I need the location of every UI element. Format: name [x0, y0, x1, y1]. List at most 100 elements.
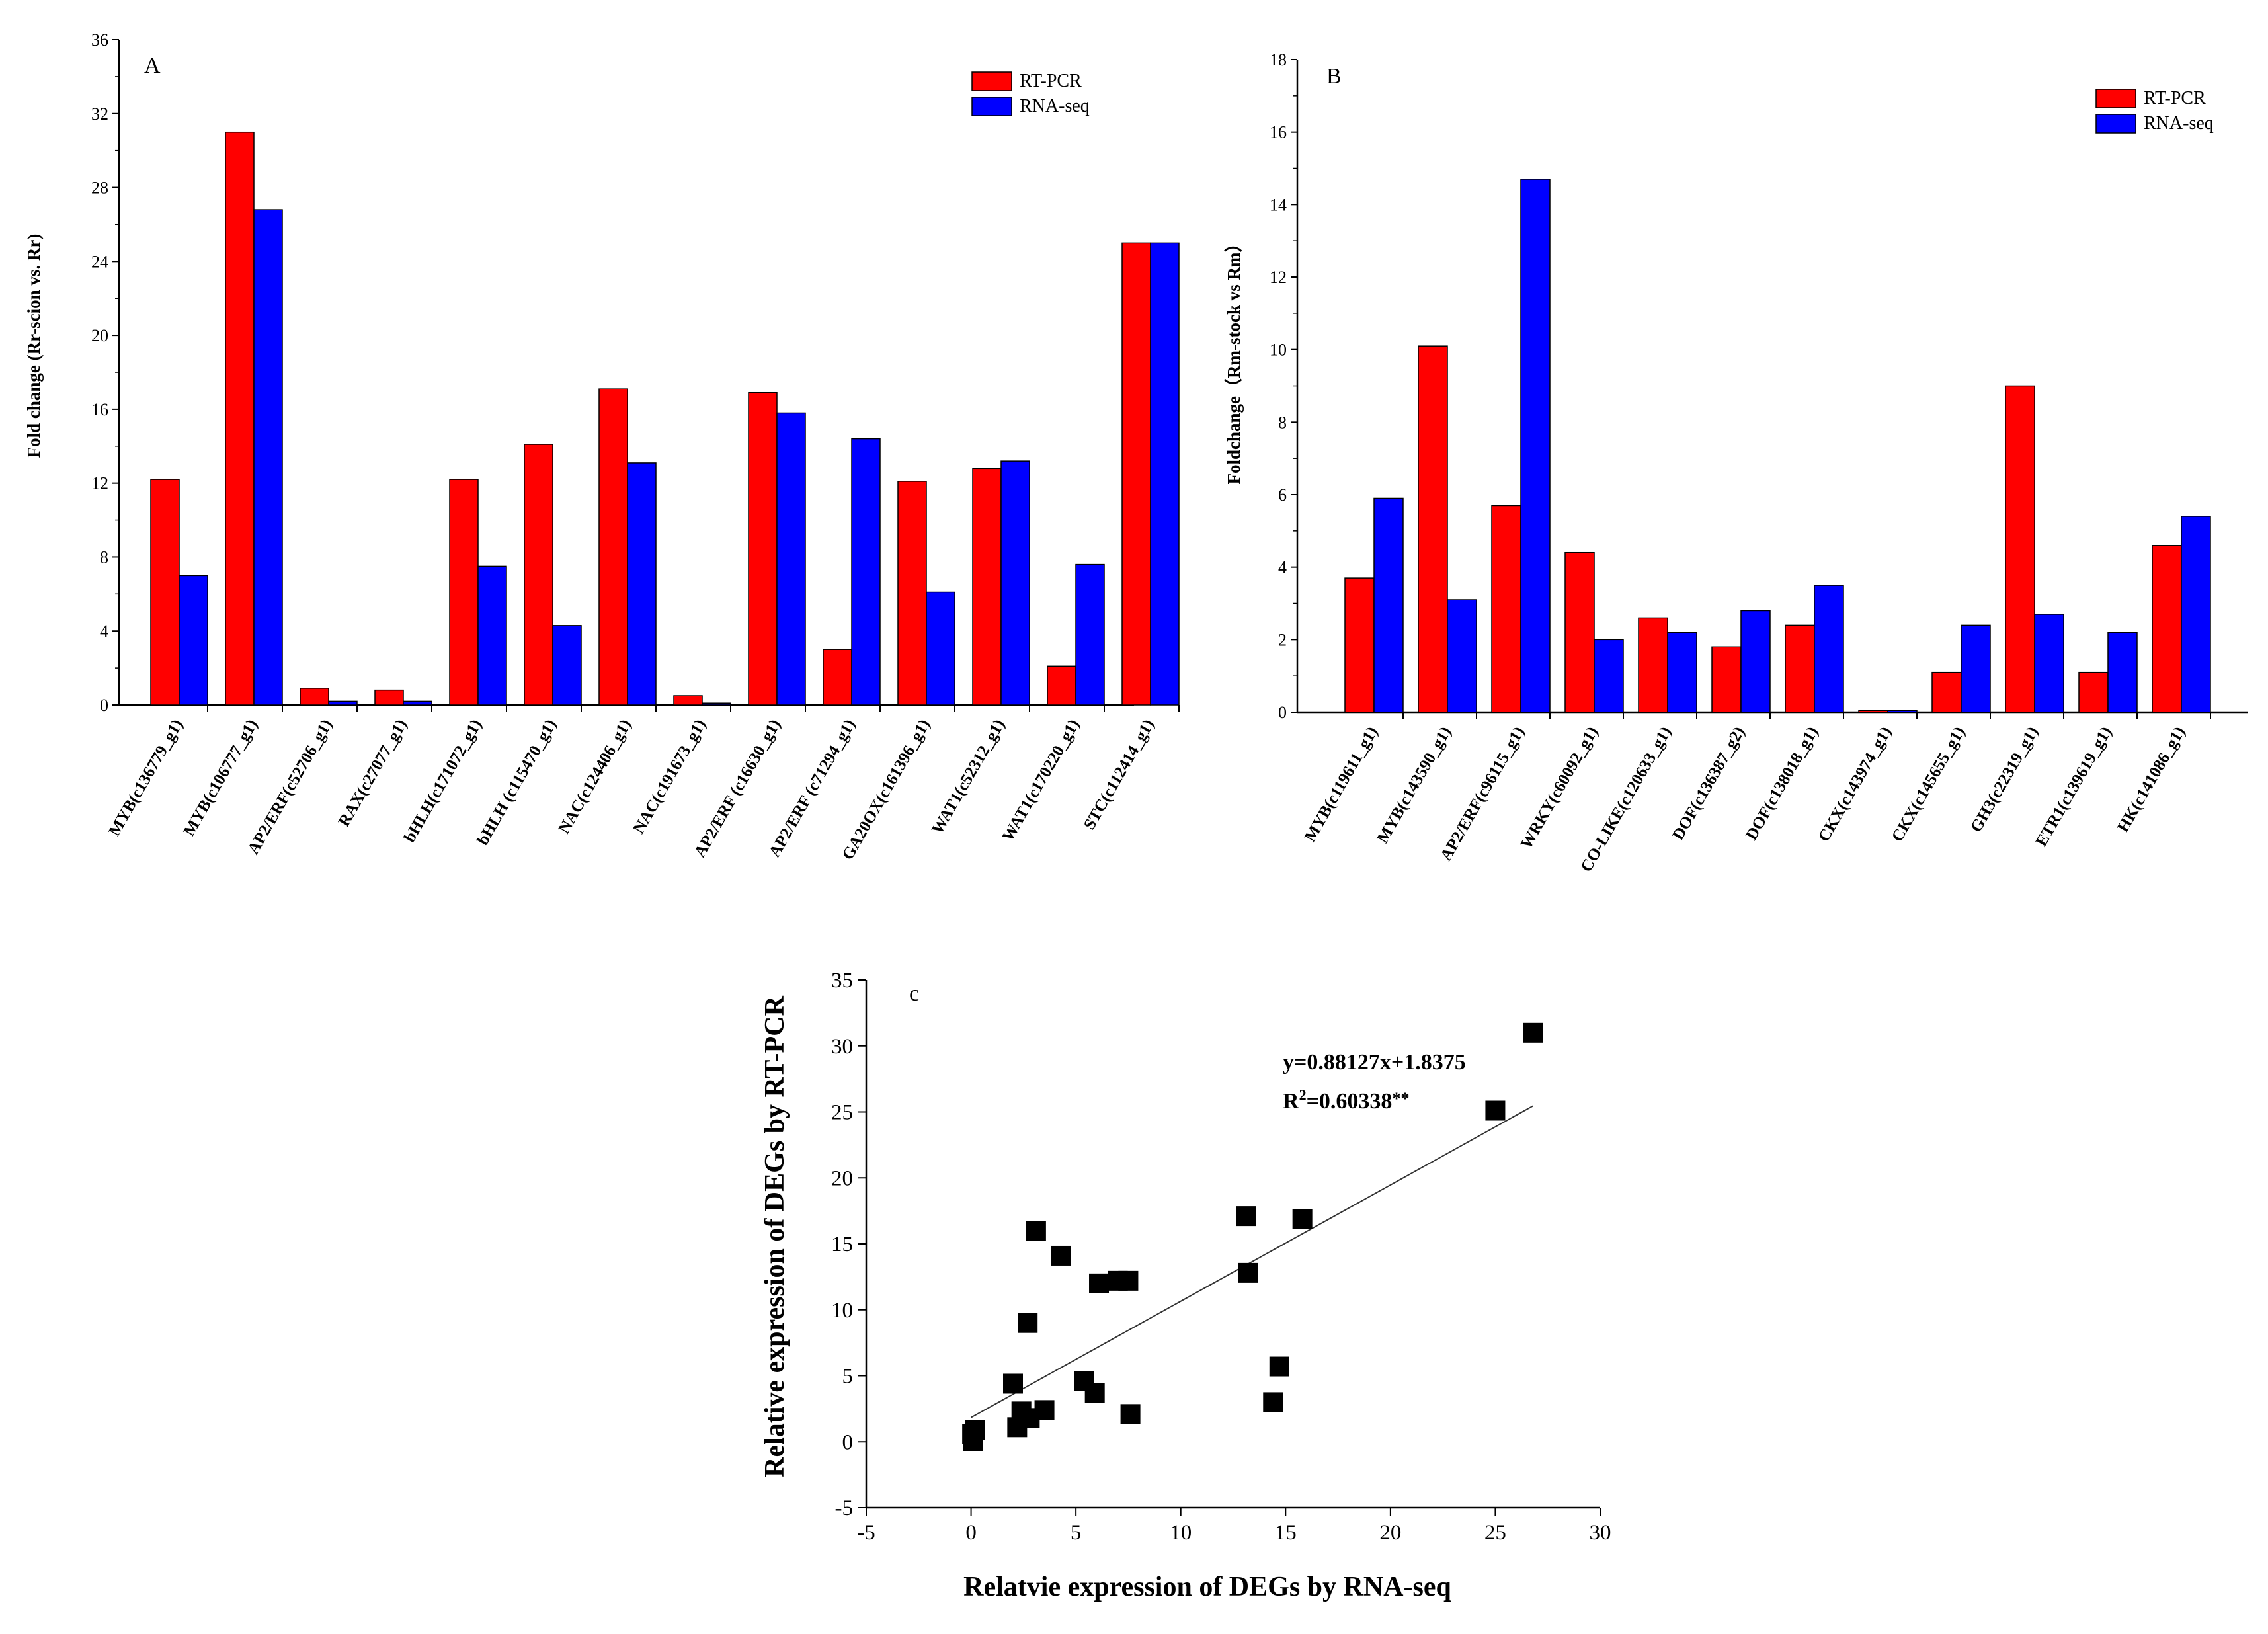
y-tick-label: 8 [100, 548, 108, 567]
bar-rna-seq [477, 565, 507, 706]
category-label: HK(c141086_g1) [2114, 724, 2189, 836]
data-point [1003, 1373, 1023, 1394]
y-tick-label: 28 [91, 179, 108, 198]
bar-rt-pcr [598, 388, 628, 706]
category-label: bHLH (c115470_g1) [474, 717, 561, 848]
category-label: MYB(c119611_g1) [1301, 724, 1381, 845]
y-tick-label: 18 [1270, 50, 1287, 69]
y-tick-label: 24 [91, 252, 108, 271]
category-label: GH3(c22319_g1) [1967, 724, 2042, 836]
x-tick-label: 10 [1170, 1521, 1192, 1545]
y-tick-label: 14 [1270, 195, 1287, 214]
y-tick-label: 10 [1270, 341, 1287, 360]
y-tick-label: 12 [1270, 268, 1287, 287]
bar-rt-pcr [1858, 710, 1888, 713]
bar-rna-seq [1373, 497, 1404, 713]
y-tick-label: 10 [831, 1299, 853, 1323]
bar-rt-pcr [449, 479, 479, 706]
bar-rna-seq [1740, 610, 1771, 713]
x-tick-label: 20 [1379, 1521, 1401, 1545]
data-point [1026, 1221, 1046, 1241]
legend-swatch-rt-pcr [971, 71, 1012, 91]
data-point [1263, 1392, 1283, 1412]
y-tick-label: 8 [1278, 413, 1287, 432]
bar-rna-seq [1961, 624, 1991, 713]
bar-rt-pcr [300, 688, 329, 706]
bar-rna-seq [702, 702, 731, 706]
bar-rna-seq [851, 438, 881, 706]
y-tick-label: 15 [831, 1233, 853, 1256]
y-tick-label: 35 [831, 969, 853, 993]
regression-equation: y=0.88127x+1.8375 [1283, 1050, 1466, 1075]
y-tick-label: 0 [842, 1430, 854, 1454]
y-tick-label: 20 [91, 326, 108, 345]
bar-rt-pcr [150, 479, 180, 706]
bar-rna-seq [552, 625, 582, 706]
bar-rna-seq [627, 462, 657, 706]
r-squared-sup: 2 [1299, 1086, 1307, 1103]
y-tick-label: 25 [831, 1101, 853, 1125]
x-tick-label: 30 [1590, 1521, 1611, 1545]
category-label: bHLH(c171072_g1) [401, 717, 485, 846]
bar-rna-seq [403, 700, 432, 706]
legend-swatch-rna-seq [971, 97, 1012, 116]
data-point [1007, 1417, 1028, 1438]
chart-c: -5 0 5 10 15 20 25 30 35 -5 0 5 10 15 20 25 30 c y=0.88127… [760, 969, 1611, 1602]
bar-rna-seq [776, 412, 806, 706]
panel-label: c [909, 981, 919, 1006]
r-squared-stars: ** [1392, 1089, 1409, 1108]
y-tick-label: 12 [91, 474, 108, 493]
bar-rt-pcr [1711, 646, 1742, 713]
y-axis-title: Relative expression of DEGs by RT-PCR [760, 995, 790, 1477]
bar-rt-pcr [1638, 617, 1668, 713]
x-tick-label: 25 [1484, 1521, 1506, 1545]
bar-rt-pcr [673, 695, 703, 706]
category-label: WAT1(c52312_g1) [928, 717, 1008, 838]
bar-rt-pcr [374, 689, 404, 706]
regression-line [971, 1105, 1533, 1418]
chart-a: 0 4 8 12 16 20 24 28 32 36 MYB(c136779_g1)MYB(c106… [24, 30, 1180, 863]
category-label: WAT1(c170220_g1) [999, 717, 1083, 845]
bar-rna-seq [328, 700, 358, 706]
bar-rt-pcr [2005, 385, 2035, 713]
category-label: MYB(c136779_g1) [106, 717, 187, 839]
legend-label: RT-PCR [1020, 71, 1082, 91]
data-point [1292, 1209, 1313, 1229]
y-tick-label: 2 [1278, 630, 1287, 649]
category-label: NAC(c124406_g1) [555, 717, 635, 837]
x-axis-title: Relatvie expression of DEGs by RNA-seq [963, 1572, 1451, 1602]
legend-label: RNA-seq [1020, 96, 1090, 116]
category-label: MYB(c143590_g1) [1374, 724, 1455, 846]
y-tick-label: -5 [835, 1496, 854, 1520]
category-label: AP2/ERF(c52706_g1) [245, 717, 337, 858]
x-tick-label: 0 [965, 1521, 977, 1545]
y-tick-label: 4 [1278, 558, 1287, 577]
bar-rt-pcr [2078, 671, 2109, 713]
data-point [1236, 1206, 1256, 1227]
data-point [1238, 1262, 1258, 1283]
category-label: DOF(c136387_g2) [1669, 724, 1748, 844]
panel-label: B [1326, 64, 1342, 89]
bar-rt-pcr [823, 649, 852, 706]
bar-rt-pcr [1418, 345, 1448, 713]
bar-rna-seq [2034, 614, 2064, 713]
y-tick-label: 30 [831, 1035, 853, 1059]
bar-rna-seq [1447, 599, 1477, 713]
data-point [1084, 1383, 1105, 1403]
bar-rt-pcr [1344, 577, 1375, 713]
r-squared: R2=0.60338** [1283, 1086, 1409, 1114]
bar-rt-pcr [1785, 624, 1815, 713]
bar-rt-pcr [1047, 665, 1076, 706]
bar-rt-pcr [1564, 551, 1595, 713]
category-label: RAX(c27077_g1) [335, 717, 411, 830]
category-label: CKX(c143974_g1) [1815, 724, 1895, 845]
bar-rna-seq [1814, 585, 1844, 713]
bar-rt-pcr [1121, 242, 1151, 706]
panel-label: A [144, 54, 161, 78]
bar-rna-seq [1075, 563, 1105, 706]
y-tick-label: 20 [831, 1166, 853, 1190]
bar-rt-pcr [225, 131, 255, 706]
category-label: AP2/ERF (c71294_g1) [766, 717, 859, 861]
